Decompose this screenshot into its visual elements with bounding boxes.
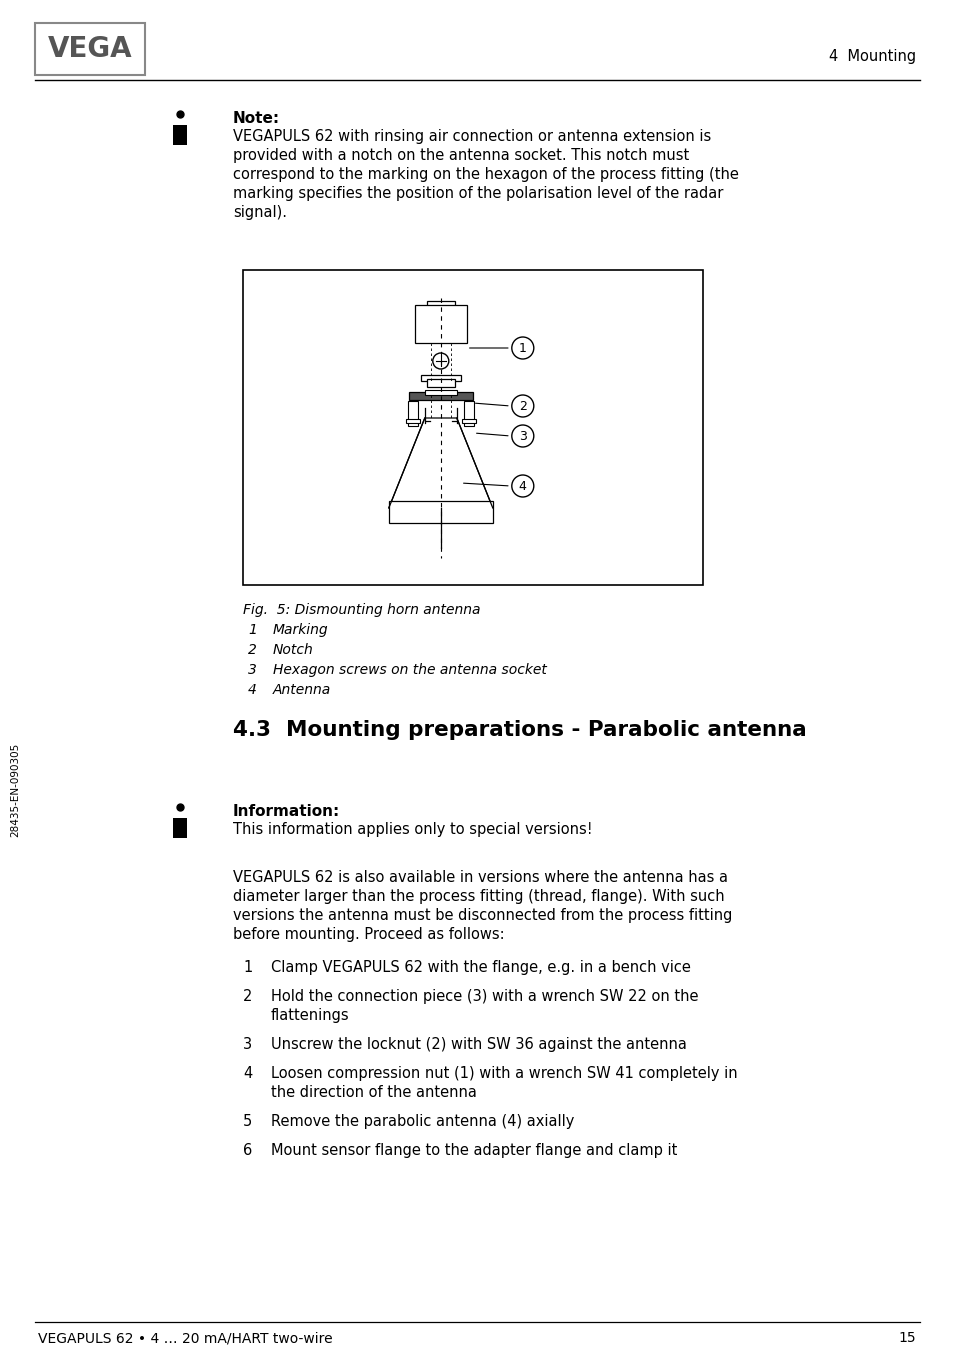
- Text: Unscrew the locknut (2) with SW 36 against the antenna: Unscrew the locknut (2) with SW 36 again…: [271, 1037, 686, 1052]
- Text: Information:: Information:: [233, 804, 340, 819]
- Text: before mounting. Proceed as follows:: before mounting. Proceed as follows:: [233, 927, 504, 942]
- Circle shape: [511, 337, 534, 359]
- Text: provided with a notch on the antenna socket. This notch must: provided with a notch on the antenna soc…: [233, 148, 688, 162]
- Bar: [172, 818, 187, 838]
- Text: 4  Mounting: 4 Mounting: [828, 49, 915, 64]
- Bar: [426, 301, 455, 313]
- Text: 4: 4: [518, 479, 526, 493]
- Bar: [405, 418, 419, 422]
- Text: This information applies only to special versions!: This information applies only to special…: [233, 822, 592, 837]
- Bar: [243, 269, 702, 585]
- Bar: [420, 375, 460, 380]
- Text: Remove the parabolic antenna (4) axially: Remove the parabolic antenna (4) axially: [271, 1114, 574, 1129]
- Bar: [415, 305, 466, 343]
- Text: 4.3  Mounting preparations - Parabolic antenna: 4.3 Mounting preparations - Parabolic an…: [233, 720, 806, 741]
- Bar: [426, 379, 455, 387]
- Text: 4: 4: [248, 682, 256, 697]
- Text: Hold the connection piece (3) with a wrench SW 22 on the: Hold the connection piece (3) with a wre…: [271, 988, 698, 1005]
- Text: 15: 15: [898, 1331, 915, 1345]
- Circle shape: [511, 395, 534, 417]
- Text: VEGA: VEGA: [48, 35, 132, 64]
- Text: 5: 5: [243, 1114, 252, 1129]
- Text: 3: 3: [248, 663, 256, 677]
- Circle shape: [511, 425, 534, 447]
- Bar: [409, 393, 473, 399]
- Text: correspond to the marking on the hexagon of the process fitting (the: correspond to the marking on the hexagon…: [233, 167, 739, 181]
- FancyBboxPatch shape: [35, 23, 145, 74]
- Text: 28435-EN-090305: 28435-EN-090305: [10, 743, 20, 837]
- Text: 3: 3: [518, 429, 526, 443]
- Text: 2: 2: [248, 643, 256, 657]
- Bar: [418, 307, 462, 325]
- Bar: [172, 125, 187, 145]
- Text: diameter larger than the process fitting (thread, flange). With such: diameter larger than the process fitting…: [233, 890, 724, 904]
- Polygon shape: [389, 418, 493, 508]
- Text: Fig.  5: Dismounting horn antenna: Fig. 5: Dismounting horn antenna: [243, 603, 480, 617]
- Bar: [463, 401, 474, 427]
- Text: Clamp VEGAPULS 62 with the flange, e.g. in a bench vice: Clamp VEGAPULS 62 with the flange, e.g. …: [271, 960, 690, 975]
- Text: 2: 2: [243, 988, 253, 1005]
- Bar: [424, 390, 456, 395]
- Text: Antenna: Antenna: [273, 682, 331, 697]
- Bar: [389, 501, 493, 523]
- Text: VEGAPULS 62 is also available in versions where the antenna has a: VEGAPULS 62 is also available in version…: [233, 871, 727, 886]
- Text: versions the antenna must be disconnected from the process fitting: versions the antenna must be disconnecte…: [233, 909, 732, 923]
- Text: Loosen compression nut (1) with a wrench SW 41 completely in: Loosen compression nut (1) with a wrench…: [271, 1066, 737, 1080]
- Bar: [461, 418, 476, 422]
- Text: 6: 6: [243, 1143, 252, 1158]
- Text: VEGAPULS 62 • 4 … 20 mA/HART two-wire: VEGAPULS 62 • 4 … 20 mA/HART two-wire: [38, 1331, 333, 1345]
- Text: Marking: Marking: [273, 623, 328, 636]
- Text: Mount sensor flange to the adapter flange and clamp it: Mount sensor flange to the adapter flang…: [271, 1143, 677, 1158]
- Text: VEGAPULS 62 with rinsing air connection or antenna extension is: VEGAPULS 62 with rinsing air connection …: [233, 129, 711, 144]
- Text: signal).: signal).: [233, 204, 287, 219]
- Text: Note:: Note:: [233, 111, 280, 126]
- Text: Hexagon screws on the antenna socket: Hexagon screws on the antenna socket: [273, 663, 546, 677]
- Bar: [407, 401, 417, 427]
- Text: the direction of the antenna: the direction of the antenna: [271, 1085, 476, 1099]
- Text: 3: 3: [243, 1037, 252, 1052]
- Text: Notch: Notch: [273, 643, 314, 657]
- Text: 1: 1: [243, 960, 252, 975]
- Text: 1: 1: [248, 623, 256, 636]
- Text: marking specifies the position of the polarisation level of the radar: marking specifies the position of the po…: [233, 185, 722, 200]
- Text: flattenings: flattenings: [271, 1007, 349, 1024]
- Text: 4: 4: [243, 1066, 252, 1080]
- Text: 2: 2: [518, 399, 526, 413]
- Circle shape: [511, 475, 534, 497]
- Text: 1: 1: [518, 341, 526, 355]
